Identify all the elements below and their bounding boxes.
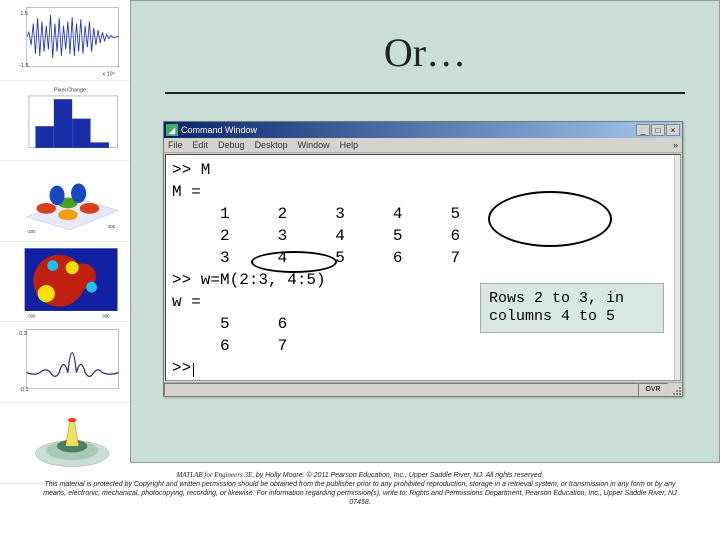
- close-button[interactable]: ×: [666, 124, 680, 136]
- title-underline: [165, 92, 685, 94]
- svg-text:-200: -200: [27, 229, 36, 234]
- thumb-sinc-line: 0.3 -0.1: [0, 322, 130, 403]
- slide-title: Or…: [131, 29, 719, 76]
- menu-window[interactable]: Window: [298, 140, 330, 150]
- command-window: ◢ Command Window _ □ × File Edit Debug D…: [163, 121, 683, 397]
- thumb-fractal: -300 800: [0, 242, 130, 323]
- menu-debug[interactable]: Debug: [218, 140, 245, 150]
- slide-area: Or… ◢ Command Window _ □ × File Edit Deb…: [130, 0, 720, 463]
- thumb-bar-title: Pixel Change: [54, 87, 86, 93]
- thumbnail-sidebar: 1.5 -1.5 x 10⁴ Pixel Change: [0, 0, 130, 463]
- annotation-callout: Rows 2 to 3, in columns 4 to 5: [480, 283, 664, 333]
- footer-line1: by Holly Moore. © 2011 Pearson Education…: [254, 472, 544, 479]
- svg-text:400: 400: [108, 224, 116, 229]
- app-icon: ◢: [166, 124, 178, 136]
- footer-book: MATLAB for Engineers 3E,: [176, 471, 254, 479]
- footer-line2: This material is protected by Copyright …: [40, 480, 680, 507]
- svg-text:-1.5: -1.5: [19, 63, 28, 69]
- svg-text:0.3: 0.3: [19, 331, 26, 337]
- right-toggle-strip[interactable]: [674, 155, 680, 380]
- thumb-bar-chart: Pixel Change: [0, 81, 130, 162]
- thumb-3d-surface: -200 400: [0, 161, 130, 242]
- statusbar: OVR: [164, 382, 682, 396]
- svg-text:-300: -300: [27, 313, 36, 318]
- svg-text:-0.1: -0.1: [19, 387, 28, 393]
- resize-grip[interactable]: [668, 383, 682, 396]
- svg-text:800: 800: [102, 313, 110, 318]
- cmd-output-M-header: M =: [172, 181, 674, 203]
- cmd-output-M-matrix: 1 2 3 4 5 2 3 4 5 6 3 4 5 6 7: [172, 203, 674, 269]
- copyright-footer: MATLAB for Engineers 3E, by Holly Moore.…: [0, 463, 720, 540]
- callout-text: Rows 2 to 3, in columns 4 to 5: [489, 290, 624, 325]
- menu-help[interactable]: Help: [340, 140, 359, 150]
- menu-edit[interactable]: Edit: [193, 140, 209, 150]
- cmd-line-1: >> M: [172, 159, 674, 181]
- cmd-prompt-cursor: >>: [172, 357, 674, 379]
- thumb-wave-plot: 1.5 -1.5 x 10⁴: [0, 0, 130, 81]
- maximize-button[interactable]: □: [651, 124, 665, 136]
- menu-desktop[interactable]: Desktop: [255, 140, 288, 150]
- menu-file[interactable]: File: [168, 140, 183, 150]
- svg-text:x 10⁴: x 10⁴: [102, 71, 115, 77]
- menu-overflow[interactable]: »: [673, 140, 678, 150]
- minimize-button[interactable]: _: [636, 124, 650, 136]
- status-ovr: OVR: [638, 383, 668, 396]
- window-titlebar[interactable]: ◢ Command Window _ □ ×: [164, 122, 682, 138]
- menubar: File Edit Debug Desktop Window Help »: [164, 138, 682, 153]
- svg-text:1.5: 1.5: [20, 11, 27, 17]
- command-client-area[interactable]: >> M M = 1 2 3 4 5 2 3 4 5 6 3 4 5 6 7 >…: [165, 154, 681, 381]
- window-title: Command Window: [181, 125, 635, 135]
